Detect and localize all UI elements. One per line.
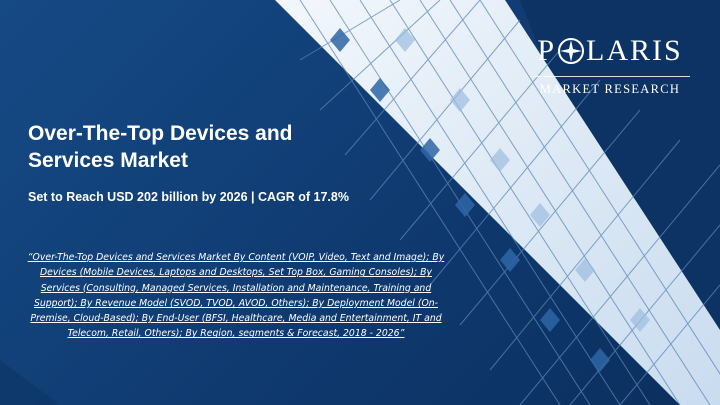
market-forecast-subtitle: Set to Reach USD 202 billion by 2026 | C… bbox=[28, 190, 349, 204]
polaris-logo: P LARIS MARKET RESEARCH bbox=[530, 34, 690, 97]
title-line-2: Services Market bbox=[28, 149, 188, 172]
logo-tagline: MARKET RESEARCH bbox=[530, 76, 690, 97]
logo-wordmark: P LARIS bbox=[530, 34, 690, 68]
logo-letters-laris: LARIS bbox=[586, 34, 683, 67]
report-description: “Over-The-Top Devices and Services Marke… bbox=[27, 252, 445, 340]
compass-star-icon bbox=[558, 38, 584, 64]
logo-letter-p: P bbox=[537, 34, 556, 67]
title-line-1: Over-The-Top Devices and bbox=[28, 122, 293, 145]
page-title: Over-The-Top Devices and Services Market bbox=[28, 120, 448, 174]
